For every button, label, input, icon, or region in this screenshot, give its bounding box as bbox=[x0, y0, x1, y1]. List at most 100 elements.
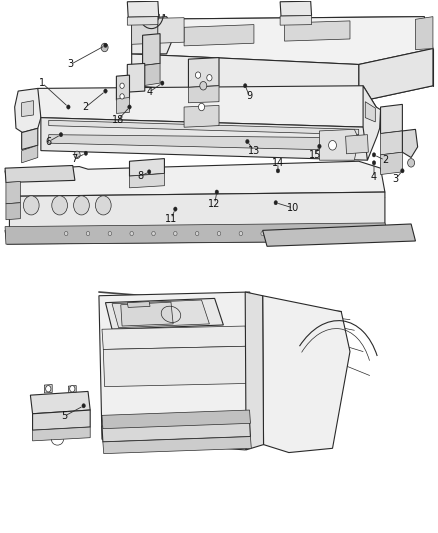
Circle shape bbox=[104, 89, 107, 93]
Circle shape bbox=[200, 82, 207, 90]
Circle shape bbox=[401, 168, 404, 173]
Polygon shape bbox=[5, 223, 389, 244]
Polygon shape bbox=[117, 75, 130, 100]
Circle shape bbox=[95, 196, 111, 215]
Circle shape bbox=[408, 159, 415, 167]
Text: 1: 1 bbox=[39, 78, 45, 88]
Polygon shape bbox=[158, 18, 184, 43]
Circle shape bbox=[274, 200, 278, 205]
Circle shape bbox=[215, 190, 219, 194]
Polygon shape bbox=[106, 298, 223, 329]
Polygon shape bbox=[5, 161, 385, 196]
Text: 4: 4 bbox=[146, 87, 152, 97]
Polygon shape bbox=[381, 152, 403, 174]
Polygon shape bbox=[6, 203, 20, 220]
Polygon shape bbox=[112, 300, 209, 328]
Polygon shape bbox=[32, 427, 90, 441]
Circle shape bbox=[261, 231, 265, 236]
Polygon shape bbox=[49, 120, 359, 135]
Polygon shape bbox=[280, 15, 311, 25]
Polygon shape bbox=[130, 173, 164, 188]
Polygon shape bbox=[363, 86, 381, 160]
Polygon shape bbox=[127, 63, 145, 92]
Circle shape bbox=[195, 72, 201, 78]
Polygon shape bbox=[365, 102, 375, 122]
Polygon shape bbox=[121, 302, 173, 326]
Text: 8: 8 bbox=[138, 171, 144, 181]
Polygon shape bbox=[285, 21, 350, 41]
Circle shape bbox=[101, 43, 108, 52]
Polygon shape bbox=[184, 106, 219, 127]
Circle shape bbox=[128, 105, 131, 109]
Polygon shape bbox=[127, 17, 158, 25]
Polygon shape bbox=[416, 17, 433, 50]
Circle shape bbox=[195, 231, 199, 236]
Polygon shape bbox=[5, 165, 75, 182]
Text: 3: 3 bbox=[67, 60, 74, 69]
Circle shape bbox=[64, 231, 68, 236]
Polygon shape bbox=[102, 421, 251, 442]
Polygon shape bbox=[21, 146, 38, 163]
Circle shape bbox=[70, 385, 75, 392]
Polygon shape bbox=[132, 17, 175, 54]
Text: 15: 15 bbox=[309, 150, 321, 160]
Polygon shape bbox=[99, 292, 263, 450]
Polygon shape bbox=[10, 192, 385, 230]
Text: 2: 2 bbox=[382, 155, 388, 165]
Polygon shape bbox=[103, 437, 251, 454]
Polygon shape bbox=[188, 86, 219, 103]
Polygon shape bbox=[188, 58, 219, 87]
Circle shape bbox=[372, 153, 376, 157]
Circle shape bbox=[52, 196, 67, 215]
Circle shape bbox=[239, 231, 243, 236]
Polygon shape bbox=[127, 1, 159, 17]
Polygon shape bbox=[127, 302, 150, 308]
Polygon shape bbox=[130, 159, 164, 176]
Polygon shape bbox=[49, 135, 359, 151]
Circle shape bbox=[198, 103, 205, 111]
Polygon shape bbox=[359, 49, 433, 102]
Text: 2: 2 bbox=[83, 102, 89, 112]
Polygon shape bbox=[102, 410, 251, 429]
Polygon shape bbox=[102, 326, 246, 350]
Circle shape bbox=[207, 75, 212, 81]
Circle shape bbox=[246, 140, 249, 144]
Circle shape bbox=[328, 141, 336, 150]
Text: 10: 10 bbox=[287, 203, 299, 213]
Polygon shape bbox=[103, 346, 247, 386]
Polygon shape bbox=[21, 101, 33, 117]
Polygon shape bbox=[21, 128, 38, 150]
Polygon shape bbox=[68, 385, 76, 392]
Polygon shape bbox=[143, 34, 160, 66]
Polygon shape bbox=[5, 226, 387, 244]
Polygon shape bbox=[381, 104, 403, 134]
Circle shape bbox=[160, 81, 164, 85]
Circle shape bbox=[173, 207, 177, 211]
Polygon shape bbox=[143, 63, 160, 86]
Polygon shape bbox=[117, 98, 130, 114]
Text: 5: 5 bbox=[61, 411, 67, 422]
Circle shape bbox=[86, 231, 90, 236]
Polygon shape bbox=[381, 131, 403, 155]
Circle shape bbox=[104, 43, 107, 47]
Text: 12: 12 bbox=[208, 199, 221, 209]
Text: 9: 9 bbox=[247, 91, 253, 101]
Text: 7: 7 bbox=[71, 154, 77, 164]
Polygon shape bbox=[263, 296, 350, 453]
Circle shape bbox=[59, 133, 63, 137]
Circle shape bbox=[318, 144, 321, 149]
Text: 11: 11 bbox=[165, 214, 177, 224]
Circle shape bbox=[120, 83, 124, 88]
Circle shape bbox=[74, 196, 89, 215]
Text: 18: 18 bbox=[112, 115, 124, 125]
Circle shape bbox=[152, 231, 155, 236]
Circle shape bbox=[84, 151, 88, 156]
Text: 14: 14 bbox=[272, 158, 284, 168]
Text: 6: 6 bbox=[46, 136, 52, 147]
Polygon shape bbox=[6, 181, 20, 204]
Circle shape bbox=[74, 151, 80, 159]
Circle shape bbox=[244, 84, 247, 88]
Circle shape bbox=[304, 231, 308, 236]
Polygon shape bbox=[38, 86, 376, 127]
Polygon shape bbox=[14, 88, 41, 133]
